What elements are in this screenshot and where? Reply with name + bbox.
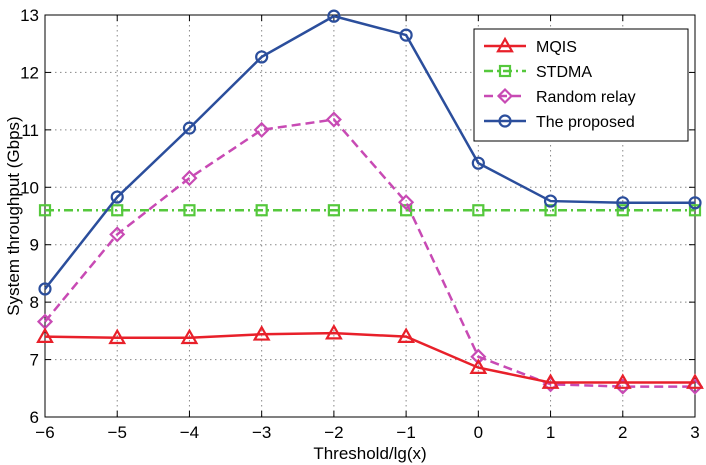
series-the-proposed [38,9,702,296]
legend-marker [498,114,512,128]
data-point [327,9,341,23]
legend-label: STDMA [536,64,592,81]
legend-marker [498,64,512,78]
y-tick-label: 10 [20,178,39,197]
data-point [255,50,269,64]
legend-marker [496,36,514,53]
legend-marker [496,87,514,105]
data-point [688,196,702,210]
data-point [543,194,558,208]
data-point [541,373,560,389]
x-tick-label: −1 [396,423,415,442]
data-point [688,204,702,217]
legend-entry: Random relay [484,87,636,106]
data-point [469,358,488,374]
x-tick-label: −4 [180,423,199,442]
series-line [44,14,695,290]
legend: MQIS STDMA Random relay The proposed [473,28,689,142]
y-tick-label: 12 [20,63,39,82]
series-line [44,331,695,384]
data-point [110,190,124,204]
series-mqis [36,323,704,389]
data-point [325,111,342,128]
data-point [613,373,632,389]
x-tick-label: −2 [324,423,343,442]
x-tick-label: −6 [35,423,54,442]
legend-entry: STDMA [484,64,592,81]
data-point [398,194,415,211]
data-point [397,327,416,343]
y-tick-label: 13 [20,6,39,25]
data-point [180,328,199,345]
data-point [181,170,198,187]
data-point [36,327,54,343]
x-tick-label: −3 [252,423,271,442]
series-group [36,9,704,395]
data-point [472,204,485,217]
y-tick-label: 9 [30,236,39,255]
legend-label: Random relay [536,89,636,106]
x-tick-label: 0 [474,423,483,442]
data-point [252,325,271,341]
y-tick-label: 6 [30,408,39,427]
data-point [38,282,52,296]
data-point [324,323,343,340]
data-point [616,204,629,217]
data-point [399,28,413,42]
data-point [109,226,126,243]
legend-entry: MQIS [484,36,577,56]
data-point [182,121,197,135]
x-tick-label: 1 [546,423,555,442]
data-point [108,328,127,345]
y-tick-label: 8 [30,293,39,312]
data-point [686,373,704,389]
series-stdma [38,204,702,217]
series-line [44,118,695,388]
legend-label: MQIS [536,39,577,56]
data-point [544,204,557,217]
x-tick-label: −5 [108,423,127,442]
data-point [38,204,52,217]
y-tick-label: 11 [21,121,39,140]
legend-label: The proposed [536,114,635,131]
data-point [471,156,485,170]
x-tick-label: 3 [690,423,699,442]
data-point [470,348,487,365]
data-point [111,204,124,217]
x-axis-label: Threshold/lg(x) [313,444,426,463]
y-axis-label: System throughput (Gbps) [4,116,23,315]
data-point [616,196,630,210]
data-point [255,204,268,217]
x-tick-label: 2 [618,423,627,442]
data-point [183,204,196,217]
y-tick-label: 7 [30,351,39,370]
data-point [327,204,340,217]
data-point [253,121,270,138]
legend-entry: The proposed [484,114,635,131]
